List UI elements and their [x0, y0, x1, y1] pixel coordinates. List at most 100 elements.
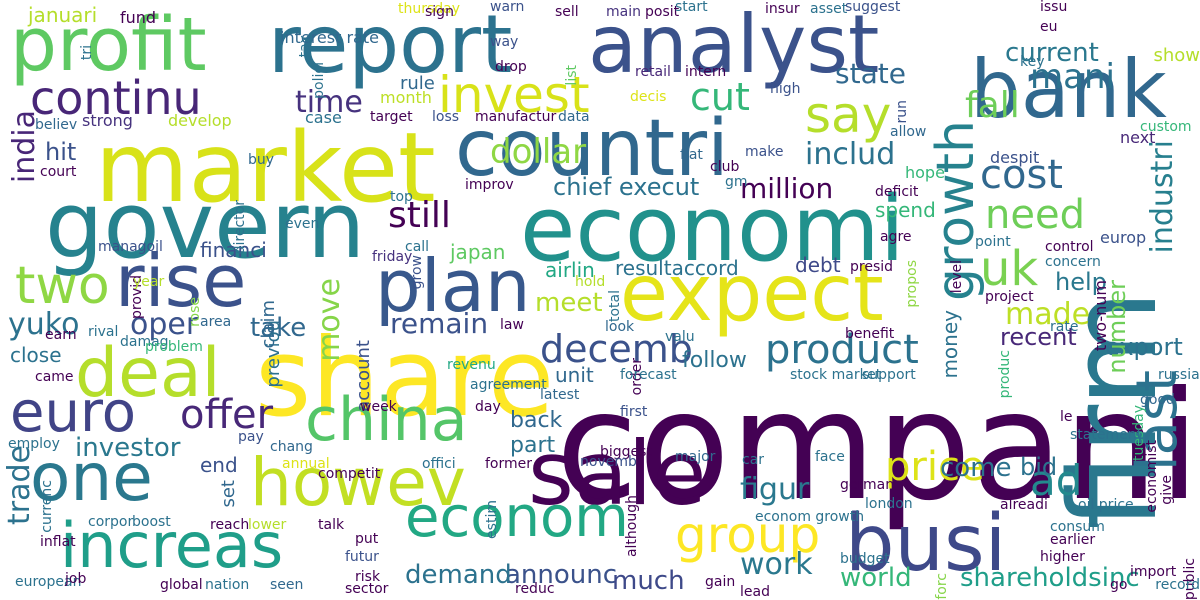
- word-show: show: [1153, 45, 1200, 66]
- word-main: main: [606, 4, 641, 20]
- word-airlin: airlin: [545, 258, 595, 282]
- word-allow: allow: [890, 124, 927, 140]
- word-shareholdsinc: shareholdsinc: [960, 563, 1140, 593]
- word-drop: drop: [495, 59, 527, 75]
- word-hold: hold: [575, 274, 606, 290]
- word-uk: uk: [980, 241, 1039, 297]
- word-week: week: [360, 399, 397, 415]
- word-annual: annual: [282, 456, 330, 472]
- word-work: work: [740, 547, 813, 582]
- word-futur: futur: [345, 549, 379, 565]
- word-custom: custom: [1140, 119, 1192, 135]
- word-law: law: [500, 317, 524, 333]
- word-forc: forc: [934, 573, 950, 600]
- word-sign: sign: [425, 4, 454, 20]
- word-go: go: [1110, 577, 1128, 593]
- word-yuko: yuko: [8, 307, 80, 342]
- word-say: say: [805, 86, 892, 144]
- word-back: back: [510, 408, 563, 433]
- word-expect: expect: [620, 249, 884, 339]
- word-higher: higher: [1040, 549, 1085, 565]
- word-retail: retail: [635, 64, 671, 80]
- word-way: way: [490, 34, 519, 50]
- word-follow: follow: [682, 348, 747, 373]
- word-make: make: [745, 144, 784, 160]
- word-list: list: [564, 65, 580, 86]
- word-suggest: suggest: [845, 0, 901, 15]
- word-competit: competit: [318, 466, 381, 482]
- word-euro: euro: [10, 380, 136, 445]
- word-sell: sell: [555, 4, 579, 20]
- word-benefit: benefit: [845, 326, 895, 342]
- word-consum: consum: [1050, 519, 1105, 535]
- word-club: club: [710, 159, 740, 175]
- word-increas: increas: [60, 509, 284, 582]
- word-sector: sector: [345, 581, 389, 597]
- word-chang: chang: [270, 439, 313, 455]
- word-agreement: agreement: [470, 377, 547, 393]
- word-reach: reach: [210, 517, 250, 533]
- word-good: good: [1140, 392, 1175, 408]
- word-continu: continu: [30, 71, 202, 125]
- word-current: current: [1005, 38, 1099, 68]
- word-despit: despit: [990, 148, 1040, 167]
- word-tax: tax: [297, 35, 313, 58]
- word-rival: rival: [88, 324, 119, 340]
- word-top: top: [390, 189, 413, 205]
- word-budget: budget: [840, 551, 890, 567]
- word-one: one: [30, 439, 153, 516]
- word-concern: concern: [1045, 254, 1101, 270]
- word-put: put: [355, 531, 379, 547]
- word-trade: trade: [2, 445, 37, 525]
- word-market: market: [95, 112, 436, 224]
- word-economist: economist: [1144, 440, 1160, 513]
- word-bid: bid: [1020, 453, 1058, 481]
- word-develop: develop: [168, 111, 232, 130]
- word-need: need: [985, 192, 1085, 238]
- word-announc: announc: [505, 560, 618, 590]
- word-offer: offer: [180, 392, 274, 438]
- word-invest: invest: [438, 66, 590, 124]
- word-state: state: [835, 57, 906, 90]
- word-compani: compani: [555, 360, 1200, 534]
- word-currenc: currenc: [39, 480, 55, 533]
- word-million: million: [740, 172, 834, 205]
- word-valu: valu: [665, 329, 695, 345]
- word-lower: lower: [248, 517, 287, 533]
- word-group: group: [675, 506, 821, 564]
- word-even: even: [285, 216, 320, 232]
- word-friday: friday: [372, 249, 413, 265]
- word-export: export: [1105, 333, 1183, 361]
- word-produc: produc: [997, 350, 1013, 399]
- word-boost: boost: [132, 514, 171, 530]
- word-deficit: deficit: [875, 184, 919, 200]
- word-manufactur: manufactur: [475, 109, 557, 125]
- word-rule: rule: [400, 73, 435, 94]
- word-fund: fund: [120, 8, 157, 27]
- word-face: face: [815, 449, 845, 465]
- word-profit: profit: [10, 2, 207, 88]
- word-plan: plan: [375, 244, 531, 328]
- word-project: project: [985, 289, 1034, 305]
- word-fiat: fiat: [680, 147, 703, 163]
- word-key: key: [1020, 54, 1045, 70]
- word-le: le: [1060, 409, 1073, 425]
- word-risk: risk: [355, 569, 381, 585]
- word-world: world: [840, 563, 912, 593]
- word-biggest: biggest: [600, 444, 652, 460]
- word-warn: warn: [490, 0, 525, 15]
- word-although: although: [624, 495, 640, 558]
- word-spend: spend: [875, 198, 936, 222]
- word-part: part: [510, 433, 556, 458]
- word-revenu: revenu: [447, 357, 496, 373]
- word-next: next: [1120, 128, 1156, 147]
- word-meet: meet: [535, 288, 603, 318]
- word-employ: employ: [8, 436, 60, 452]
- word-alreadi: alreadi: [1000, 497, 1048, 513]
- word-countri: countri: [455, 104, 729, 194]
- word-believ: believ: [35, 117, 78, 133]
- word-case: case: [305, 108, 342, 127]
- word-point: point: [975, 234, 1011, 250]
- word-data: data: [558, 109, 590, 125]
